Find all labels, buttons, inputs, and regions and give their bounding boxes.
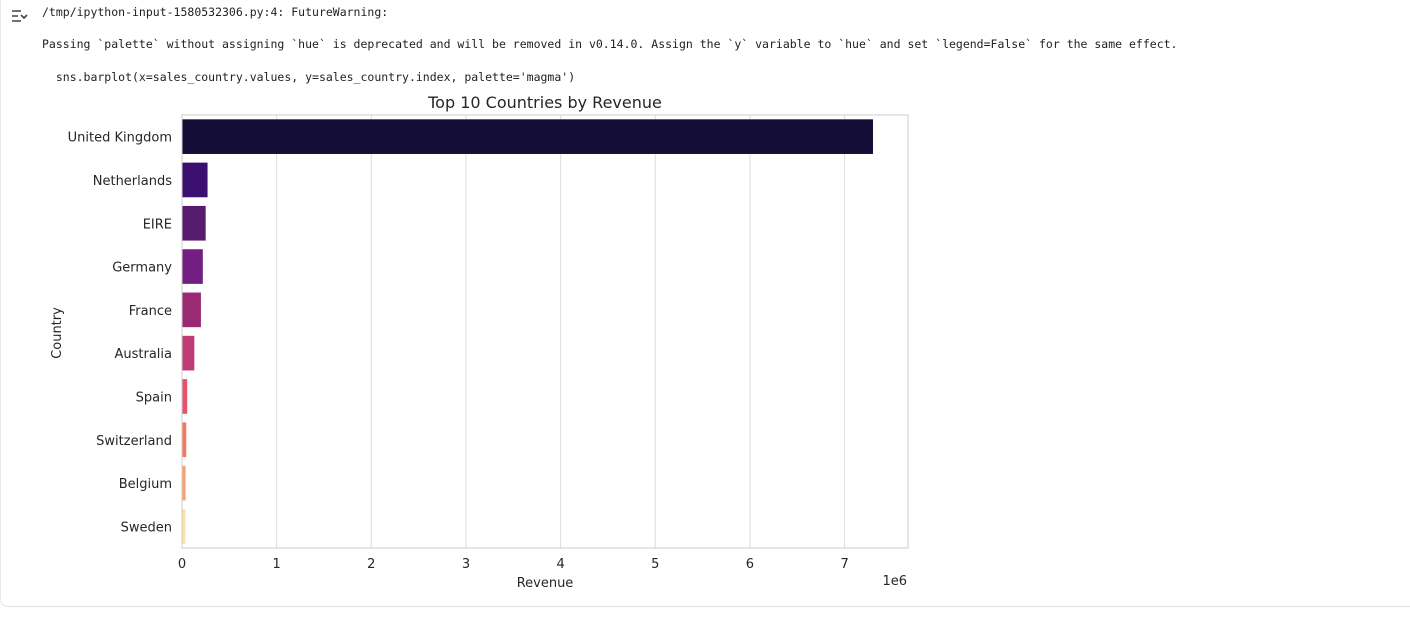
bars xyxy=(182,119,873,544)
y-tick-label: Belgium xyxy=(119,477,172,492)
y-tick-label: Australia xyxy=(114,347,172,362)
y-tick-label: United Kingdom xyxy=(68,131,172,146)
bar-sweden xyxy=(182,509,186,544)
x-tick-label: 3 xyxy=(462,557,470,572)
bar-belgium xyxy=(182,465,186,501)
x-tick-label: 2 xyxy=(367,557,375,572)
y-tick-label: Sweden xyxy=(121,520,172,535)
output-toggle-icon[interactable] xyxy=(9,6,29,26)
bar-germany xyxy=(182,249,203,284)
y-tick-label: EIRE xyxy=(143,217,172,232)
y-tick-labels: United Kingdom Netherlands EIRE Germany Fran… xyxy=(68,131,173,536)
x-tick-label: 5 xyxy=(651,557,659,572)
y-tick-label: Switzerland xyxy=(96,434,172,449)
x-tick-label: 0 xyxy=(178,557,186,572)
bar-united-kingdom xyxy=(182,119,873,154)
y-tick-label: France xyxy=(129,304,172,319)
bar-eire xyxy=(182,205,206,241)
x-tick-label: 7 xyxy=(840,557,848,572)
bar-australia xyxy=(182,335,195,371)
x-tick-label: 4 xyxy=(556,557,564,572)
bar-spain xyxy=(182,379,188,414)
bar-france xyxy=(182,292,201,328)
bar-netherlands xyxy=(182,162,208,198)
x-tick-label: 6 xyxy=(746,557,754,572)
warning-message: Passing `palette` without assigning `hue… xyxy=(42,37,1178,51)
x-tick-label: 1 xyxy=(273,557,281,572)
y-tick-label: Germany xyxy=(112,261,172,276)
x-tick-labels: 0 1 2 3 4 5 6 7 xyxy=(178,557,849,572)
y-tick-label: Spain xyxy=(136,390,172,405)
y-tick-label: Netherlands xyxy=(93,174,172,189)
chart-title: Top 10 Countries by Revenue xyxy=(427,93,662,112)
x-offset-label: 1e6 xyxy=(882,574,907,589)
warning-header: /tmp/ipython-input-1580532306.py:4: Futu… xyxy=(42,5,389,19)
plot-frame xyxy=(181,114,909,549)
bar-switzerland xyxy=(182,422,187,458)
x-axis-label: Revenue xyxy=(517,576,574,591)
grid xyxy=(181,115,846,548)
y-axis-label: Country xyxy=(50,307,65,359)
code-line: sns.barplot(x=sales_country.values, y=sa… xyxy=(42,70,576,84)
